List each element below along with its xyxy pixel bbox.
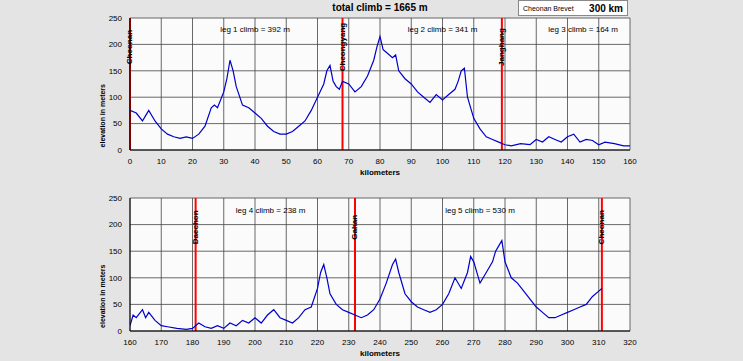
svg-text:leg 2 climb = 341 m: leg 2 climb = 341 m (408, 25, 478, 34)
svg-text:70: 70 (344, 157, 353, 166)
svg-text:320: 320 (623, 338, 637, 347)
svg-text:30: 30 (219, 157, 228, 166)
svg-text:100: 100 (109, 274, 123, 283)
svg-text:130: 130 (530, 157, 544, 166)
svg-text:0: 0 (128, 157, 133, 166)
svg-text:0: 0 (118, 327, 123, 336)
html-text:Cheonan Brevet: Cheonan Brevet (523, 4, 574, 12)
svg-text:110: 110 (467, 157, 480, 166)
svg-text:40: 40 (251, 157, 260, 166)
svg-text:Cheonan: Cheonan (125, 29, 135, 65)
svg-text:140: 140 (561, 157, 575, 166)
html-text:300 km: 300 km (589, 2, 623, 14)
svg-text:kilometers: kilometers (360, 349, 401, 358)
svg-text:Daechon: Daechon (191, 210, 200, 244)
svg-text:240: 240 (373, 338, 387, 347)
svg-text:50: 50 (113, 119, 122, 128)
svg-text:Cheonan: Cheonan (597, 210, 606, 244)
svg-text:50: 50 (113, 300, 122, 309)
svg-text:Gahan: Gahan (351, 215, 360, 240)
svg-text:290: 290 (530, 338, 544, 347)
svg-text:160: 160 (123, 338, 137, 347)
svg-text:kilometers: kilometers (360, 168, 401, 177)
svg-text:300: 300 (561, 338, 575, 347)
svg-text:280: 280 (498, 338, 512, 347)
svg-text:150: 150 (592, 157, 606, 166)
svg-text:210: 210 (280, 338, 294, 347)
svg-text:200: 200 (109, 220, 123, 229)
svg-text:leg 4 climb = 238 m: leg 4 climb = 238 m (236, 206, 306, 215)
svg-text:20: 20 (188, 157, 197, 166)
svg-text:250: 250 (109, 14, 123, 23)
svg-text:310: 310 (592, 338, 606, 347)
svg-text:220: 220 (311, 338, 325, 347)
svg-text:90: 90 (407, 157, 416, 166)
svg-text:250: 250 (405, 338, 419, 347)
svg-text:200: 200 (109, 40, 123, 49)
svg-text:200: 200 (248, 338, 262, 347)
svg-text:elevation in meters: elevation in meters (99, 264, 106, 328)
svg-text:10: 10 (157, 157, 166, 166)
svg-text:leg 5 climb = 530 m: leg 5 climb = 530 m (445, 206, 515, 215)
svg-text:150: 150 (109, 247, 123, 256)
svg-text:leg 3 climb = 164 m: leg 3 climb = 164 m (548, 25, 618, 34)
svg-text:270: 270 (467, 338, 481, 347)
svg-text:100: 100 (109, 93, 123, 102)
svg-text:150: 150 (109, 67, 123, 76)
svg-text:260: 260 (436, 338, 450, 347)
svg-text:230: 230 (342, 338, 356, 347)
svg-text:0: 0 (118, 146, 123, 155)
svg-text:60: 60 (313, 157, 322, 166)
svg-text:250: 250 (109, 194, 123, 203)
svg-text:170: 170 (155, 338, 169, 347)
svg-text:190: 190 (217, 338, 231, 347)
svg-text:elevation in meters: elevation in meters (99, 84, 106, 148)
svg-text:80: 80 (376, 157, 385, 166)
svg-text:100: 100 (436, 157, 450, 166)
svg-text:Janghang: Janghang (497, 28, 506, 66)
svg-text:50: 50 (282, 157, 291, 166)
html-text:total climb = 1665 m: total climb = 1665 m (332, 2, 428, 13)
svg-text:120: 120 (498, 157, 512, 166)
svg-text:leg 1 climb = 392 m: leg 1 climb = 392 m (220, 25, 290, 34)
svg-text:180: 180 (186, 338, 200, 347)
svg-text:160: 160 (623, 157, 637, 166)
svg-text:Cheongyang: Cheongyang (338, 23, 347, 72)
